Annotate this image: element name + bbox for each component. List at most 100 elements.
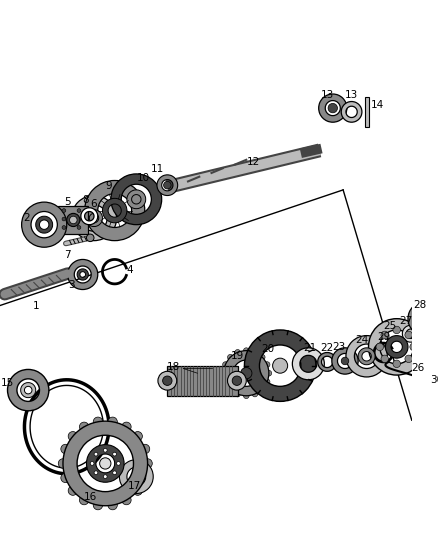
Circle shape: [341, 357, 349, 365]
Text: 28: 28: [413, 300, 427, 310]
Circle shape: [143, 459, 152, 468]
Circle shape: [163, 181, 171, 189]
Wedge shape: [81, 208, 98, 225]
Circle shape: [122, 495, 131, 505]
Wedge shape: [403, 325, 419, 342]
Text: 30: 30: [431, 375, 438, 385]
Circle shape: [67, 213, 80, 227]
Circle shape: [68, 432, 78, 441]
Circle shape: [140, 473, 150, 482]
Circle shape: [223, 362, 228, 367]
Circle shape: [227, 372, 246, 390]
Circle shape: [232, 376, 242, 385]
Circle shape: [103, 475, 107, 479]
Wedge shape: [319, 94, 347, 122]
Wedge shape: [418, 312, 431, 325]
Wedge shape: [85, 209, 102, 227]
Circle shape: [252, 350, 258, 355]
Circle shape: [77, 225, 81, 229]
Circle shape: [405, 331, 413, 338]
Circle shape: [94, 471, 98, 474]
Circle shape: [113, 471, 117, 474]
Wedge shape: [385, 336, 408, 358]
Circle shape: [94, 453, 98, 456]
Bar: [167, 366, 238, 396]
Wedge shape: [85, 181, 145, 240]
Circle shape: [259, 386, 265, 392]
Wedge shape: [120, 459, 153, 494]
Circle shape: [221, 370, 226, 376]
Circle shape: [62, 225, 66, 229]
Wedge shape: [102, 198, 127, 223]
Wedge shape: [86, 445, 124, 482]
Text: 10: 10: [136, 173, 149, 183]
Circle shape: [77, 209, 81, 213]
Circle shape: [227, 386, 233, 392]
Text: 6: 6: [91, 199, 97, 209]
Circle shape: [140, 445, 150, 454]
Circle shape: [381, 355, 389, 362]
Text: 27: 27: [399, 317, 413, 327]
Circle shape: [429, 360, 436, 368]
Wedge shape: [157, 175, 178, 196]
Circle shape: [61, 445, 70, 454]
Wedge shape: [244, 330, 316, 401]
Circle shape: [264, 362, 270, 367]
Circle shape: [266, 370, 272, 376]
Circle shape: [405, 355, 413, 362]
Text: 25: 25: [384, 321, 397, 331]
Circle shape: [381, 331, 389, 338]
Text: 21: 21: [304, 343, 317, 353]
Circle shape: [244, 393, 249, 399]
Circle shape: [103, 448, 107, 452]
Wedge shape: [21, 383, 36, 398]
Text: 1: 1: [32, 301, 39, 311]
Text: 18: 18: [167, 361, 180, 372]
Text: 22: 22: [321, 343, 334, 353]
Text: 29: 29: [377, 333, 390, 343]
Wedge shape: [408, 302, 438, 336]
Circle shape: [93, 417, 102, 426]
Circle shape: [252, 391, 258, 397]
Wedge shape: [332, 348, 358, 374]
Circle shape: [162, 376, 172, 385]
Wedge shape: [68, 260, 98, 289]
Text: 23: 23: [332, 342, 345, 352]
Wedge shape: [418, 350, 438, 378]
Circle shape: [77, 217, 81, 221]
Text: 8: 8: [82, 195, 89, 205]
Circle shape: [393, 360, 400, 368]
Text: 13: 13: [345, 90, 358, 100]
Text: 26: 26: [412, 364, 425, 374]
Wedge shape: [341, 101, 362, 122]
Circle shape: [264, 379, 270, 385]
Wedge shape: [7, 369, 49, 411]
Circle shape: [223, 379, 228, 385]
Circle shape: [133, 486, 142, 495]
Wedge shape: [224, 351, 269, 396]
Wedge shape: [71, 196, 117, 240]
Text: 11: 11: [151, 164, 165, 174]
Bar: [58, 206, 88, 234]
Text: 17: 17: [128, 481, 141, 491]
Circle shape: [122, 422, 131, 432]
Wedge shape: [368, 319, 425, 375]
Circle shape: [86, 234, 94, 241]
Bar: [365, 97, 369, 127]
Wedge shape: [292, 348, 324, 380]
Wedge shape: [77, 269, 88, 280]
Circle shape: [235, 350, 240, 355]
Text: 16: 16: [84, 492, 97, 502]
Text: 3: 3: [68, 280, 75, 290]
Circle shape: [79, 422, 89, 432]
Circle shape: [410, 343, 417, 351]
Circle shape: [393, 326, 400, 334]
Text: 4: 4: [127, 265, 133, 275]
Circle shape: [259, 354, 265, 360]
Text: 9: 9: [106, 181, 113, 191]
Text: 2: 2: [23, 213, 30, 223]
Circle shape: [227, 354, 233, 360]
Circle shape: [79, 495, 89, 505]
Wedge shape: [36, 216, 53, 233]
Wedge shape: [358, 348, 375, 365]
